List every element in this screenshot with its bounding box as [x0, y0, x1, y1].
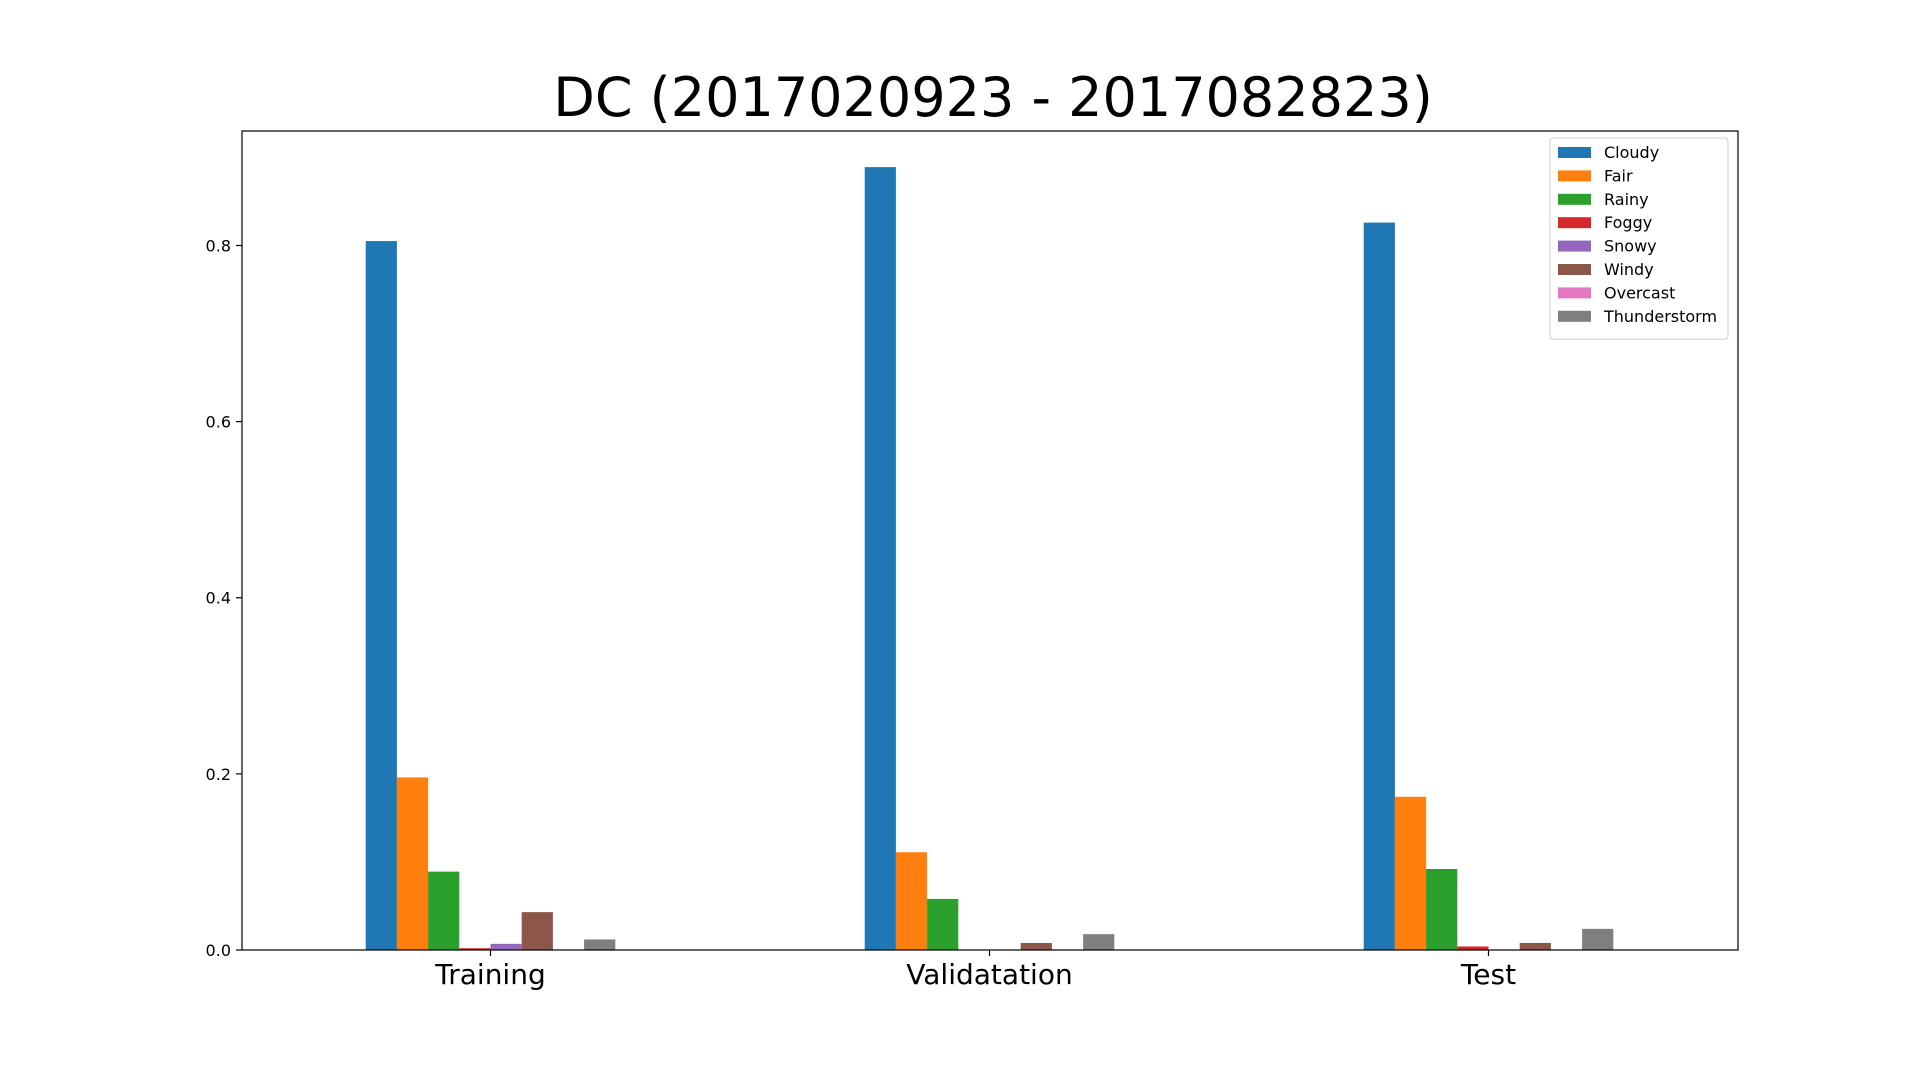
x-tick-label: Training	[434, 958, 545, 991]
legend-swatch-rainy	[1558, 193, 1591, 205]
y-tick-label: 0.8	[206, 236, 231, 255]
legend-swatch-fair	[1558, 170, 1591, 182]
legend-label-thunderstorm: Thunderstorm	[1603, 307, 1717, 326]
legend-swatch-foggy	[1558, 217, 1591, 229]
legend-swatch-cloudy	[1558, 147, 1591, 158]
bar-windy-validatation	[1020, 942, 1052, 950]
legend-swatch-windy	[1558, 264, 1591, 275]
bar-windy-training	[521, 912, 553, 950]
legend: Cloudy Fair Rainy Foggy Snowy Windy Overcast Th…	[1549, 137, 1729, 340]
legend-swatch-snowy	[1558, 240, 1591, 252]
bar-fair-validatation	[895, 852, 928, 950]
legend-box	[1549, 137, 1729, 340]
y-tick-label: 0.0	[206, 941, 231, 960]
legend-label-overcast: Overcast	[1604, 283, 1675, 302]
bar-cloudy-training	[365, 241, 397, 950]
bar-snowy-training	[490, 943, 522, 950]
x-tick-label: Test	[1460, 958, 1516, 991]
bar-rainy-test	[1426, 868, 1458, 950]
bar-rainy-training	[428, 871, 460, 950]
legend-label-cloudy: Cloudy	[1604, 143, 1659, 162]
legend-swatch-overcast	[1558, 287, 1591, 299]
legend-swatch-thunderstorm	[1558, 310, 1591, 322]
bar-foggy-training	[459, 948, 491, 950]
legend-label-windy: Windy	[1604, 260, 1654, 279]
bar-cloudy-test	[1363, 222, 1395, 951]
bars-layer	[365, 167, 1614, 951]
y-tick-label: 0.4	[206, 589, 231, 608]
bar-windy-test	[1519, 942, 1551, 950]
x-axis: Training Validatation Test	[434, 950, 1516, 991]
bar-foggy-test	[1457, 946, 1489, 950]
legend-label-rainy: Rainy	[1604, 190, 1649, 209]
x-tick-label: Validatation	[906, 958, 1072, 991]
bar-rainy-validatation	[927, 898, 959, 950]
bar-fair-test	[1394, 796, 1427, 950]
y-tick-label: 0.2	[206, 765, 231, 784]
legend-label-snowy: Snowy	[1604, 237, 1657, 256]
bar-thunderstorm-validatation	[1083, 934, 1115, 950]
legend-label-fair: Fair	[1604, 166, 1633, 185]
plot-frame	[241, 130, 1739, 951]
y-axis: 0.0 0.2 0.4 0.6 0.8	[206, 236, 242, 960]
chart-title: DC (2017020923 - 2017082823)	[553, 66, 1433, 129]
bar-thunderstorm-test	[1582, 928, 1614, 950]
legend-label-foggy: Foggy	[1604, 213, 1652, 232]
bar-cloudy-validatation	[864, 167, 896, 951]
y-tick-label: 0.6	[206, 413, 231, 432]
bar-fair-training	[396, 777, 429, 950]
bar-thunderstorm-training	[584, 939, 616, 950]
